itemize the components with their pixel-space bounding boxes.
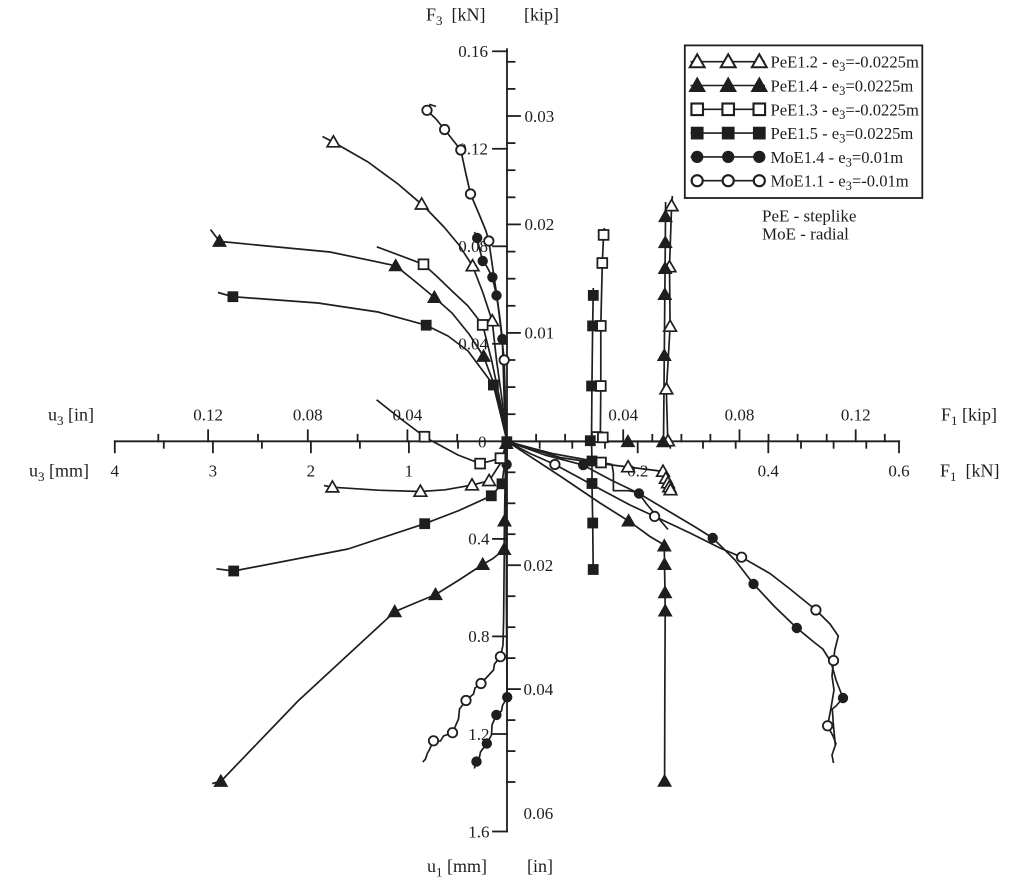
svg-text:[in]: [in] bbox=[527, 856, 553, 876]
svg-text:0.6: 0.6 bbox=[888, 462, 909, 481]
svg-text:MoE1.1 - e3=-0.01m: MoE1.1 - e3=-0.01m bbox=[771, 172, 909, 194]
svg-text:0.12: 0.12 bbox=[193, 406, 223, 425]
svg-text:1.6: 1.6 bbox=[468, 822, 489, 841]
svg-text:F3 [kN]: F3 [kN] bbox=[426, 5, 486, 29]
svg-text:0.08: 0.08 bbox=[725, 406, 755, 425]
svg-text:0.8: 0.8 bbox=[468, 627, 489, 646]
svg-text:[kip]: [kip] bbox=[524, 5, 559, 25]
svg-text:0.12: 0.12 bbox=[841, 406, 871, 425]
svg-text:0: 0 bbox=[478, 432, 487, 451]
svg-text:0.08: 0.08 bbox=[293, 406, 323, 425]
svg-text:PeE - steplike: PeE - steplike bbox=[762, 207, 856, 226]
svg-text:3: 3 bbox=[209, 462, 218, 481]
svg-text:PeE1.2 - e3=-0.0225m: PeE1.2 - e3=-0.0225m bbox=[771, 53, 919, 75]
svg-text:0.04: 0.04 bbox=[393, 406, 423, 425]
svg-text:0.4: 0.4 bbox=[468, 530, 490, 549]
svg-text:u3 [mm]: u3 [mm] bbox=[29, 461, 89, 485]
svg-text:PeE1.3 - e3=-0.0225m: PeE1.3 - e3=-0.0225m bbox=[771, 100, 919, 122]
svg-text:0.06: 0.06 bbox=[524, 804, 554, 823]
svg-text:0.2: 0.2 bbox=[627, 462, 648, 481]
svg-text:0.02: 0.02 bbox=[525, 215, 555, 234]
svg-text:2: 2 bbox=[307, 462, 316, 481]
svg-text:0.01: 0.01 bbox=[525, 324, 555, 343]
svg-text:MoE1.4 - e3=0.01m: MoE1.4 - e3=0.01m bbox=[771, 148, 904, 170]
svg-text:0.03: 0.03 bbox=[525, 107, 555, 126]
svg-text:0.4: 0.4 bbox=[758, 462, 780, 481]
svg-text:0.04: 0.04 bbox=[524, 680, 554, 699]
svg-text:0.12: 0.12 bbox=[458, 140, 488, 159]
svg-text:4: 4 bbox=[111, 462, 120, 481]
svg-text:u1 [mm]: u1 [mm] bbox=[427, 856, 487, 880]
svg-text:0.02: 0.02 bbox=[524, 556, 554, 575]
svg-text:PeE1.4 - e3=0.0225m: PeE1.4 - e3=0.0225m bbox=[771, 77, 914, 99]
svg-text:PeE1.5 - e3=0.0225m: PeE1.5 - e3=0.0225m bbox=[771, 124, 914, 146]
svg-text:0.16: 0.16 bbox=[458, 42, 488, 61]
svg-text:u3 [in]: u3 [in] bbox=[48, 405, 94, 429]
svg-text:F1 [kN]: F1 [kN] bbox=[940, 461, 1000, 485]
svg-text:1: 1 bbox=[405, 462, 414, 481]
svg-text:MoE - radial: MoE - radial bbox=[762, 225, 849, 244]
svg-text:F1 [kip]: F1 [kip] bbox=[941, 405, 997, 429]
svg-text:0.04: 0.04 bbox=[608, 406, 638, 425]
